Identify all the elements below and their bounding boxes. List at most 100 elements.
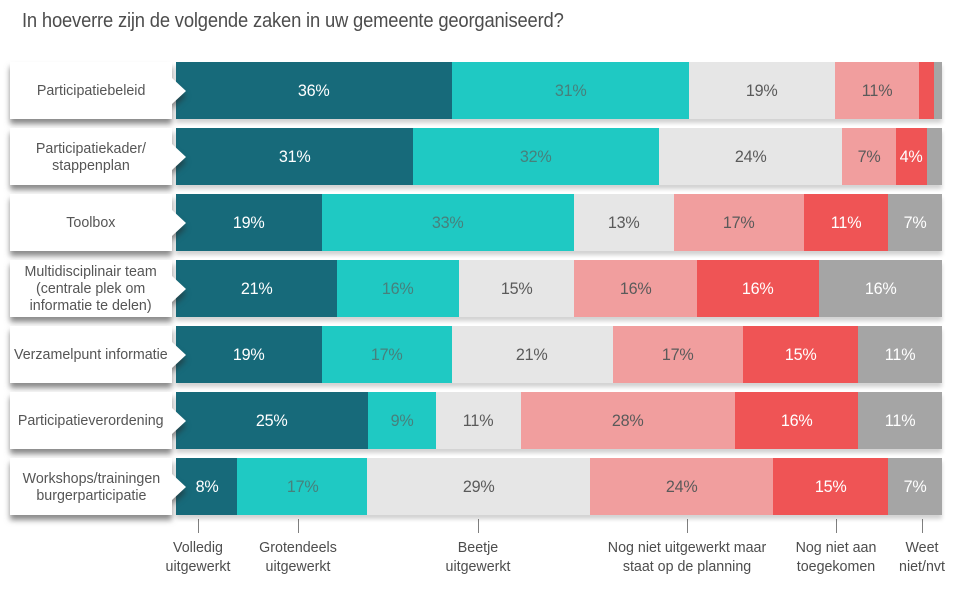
bar-segment: 24% [658, 128, 843, 185]
segment-value-label: 7% [903, 212, 927, 232]
segment-value-label: 16% [742, 278, 774, 298]
bar-row: 21% 16% 15% 16% 16% 16% [176, 260, 942, 317]
row-label: Multidisciplinair team (centrale plek om… [10, 260, 172, 317]
bar-segment [926, 128, 942, 185]
bar-segment: 13% [574, 194, 674, 251]
bar-segment: 16% [735, 392, 858, 449]
bar-segment: 17% [237, 458, 368, 515]
legend-tick [298, 519, 299, 533]
bar-segment: 17% [321, 326, 452, 383]
segment-value-label: 16% [780, 410, 813, 430]
legend-label: Nog niet aan toegekomen [795, 539, 877, 575]
segment-value-label: 16% [619, 278, 652, 298]
bar-segment: 24% [589, 458, 774, 515]
bar-segment: 11% [857, 326, 942, 383]
segment-value-label: 7% [857, 146, 881, 166]
bar-row: 25% 9% 11% 28% 16% 11% [176, 392, 942, 449]
bar-segment: 25% [176, 392, 368, 449]
segment-value-label: 15% [814, 476, 847, 496]
bar-segment: 16% [696, 260, 820, 317]
bar-segment: 21% [176, 260, 337, 317]
segment-value-label: 15% [784, 344, 817, 364]
segment-value-label: 31% [554, 80, 587, 100]
row-label-text: Participatieverordening [18, 412, 164, 429]
segment-value-label: 19% [232, 212, 265, 232]
segment-value-label: 25% [255, 410, 288, 430]
segment-value-label: 21% [240, 278, 273, 298]
bar-segment: 29% [367, 458, 590, 515]
bar-segment [918, 62, 935, 119]
row-label: Participatiebeleid [10, 62, 172, 119]
segment-value-label: 13% [608, 212, 640, 232]
bar-segment: 36% [176, 62, 452, 119]
segment-value-label: 11% [861, 80, 893, 100]
segment-value-label: 7% [903, 476, 927, 496]
row-label: Participatieverordening [10, 392, 172, 449]
bar-segment: 15% [742, 326, 858, 383]
bar-segment: 11% [436, 392, 521, 449]
row-label: Verzamelpunt informatie [10, 326, 172, 383]
bar-segment: 21% [451, 326, 613, 383]
bar-segment: 8% [176, 458, 238, 515]
bar-segment [934, 62, 942, 119]
row-label: Participatiekader/ stappenplan [10, 128, 172, 185]
bar-row: 19% 17% 21% 17% 15% 11% [176, 326, 942, 383]
bar-segment: 11% [804, 194, 889, 251]
legend-label: Beetje uitgewerkt [445, 539, 511, 575]
bar-segment: 16% [336, 260, 460, 317]
segment-value-label: 11% [884, 344, 916, 364]
segment-value-label: 28% [612, 410, 644, 430]
segment-value-label: 17% [370, 344, 403, 364]
legend-tick [836, 519, 837, 533]
row-label-text: Toolbox [66, 214, 116, 231]
segment-value-label: 11% [884, 410, 916, 430]
bar-row: 19% 33% 13% 17% 11% 7% [176, 194, 942, 251]
legend-label: Volledig uitgewerkt [165, 539, 231, 575]
segment-value-label: 17% [286, 476, 319, 496]
segment-value-label: 17% [661, 344, 694, 364]
bar-segment: 16% [819, 260, 942, 317]
bar-segment: 17% [673, 194, 805, 251]
segment-value-label: 36% [297, 80, 330, 100]
bar-row: 8% 17% 29% 24% 15% 7% [176, 458, 942, 515]
row-label-text: Workshops/trainingen burgerparticipatie [22, 469, 160, 504]
segment-value-label: 32% [520, 146, 552, 166]
segment-value-label: 33% [432, 212, 464, 232]
bar-segment: 31% [176, 128, 414, 185]
segment-value-label: 16% [382, 278, 415, 298]
row-label-text: Participatiekader/ stappenplan [35, 139, 147, 174]
segment-value-label: 21% [516, 344, 549, 364]
bar-segment: 7% [888, 458, 942, 515]
row-label-text: Verzamelpunt informatie [14, 346, 168, 363]
segment-value-label: 16% [864, 278, 897, 298]
bar-segment: 4% [896, 128, 927, 185]
legend-tick [478, 519, 479, 533]
bar-segment: 31% [451, 62, 690, 119]
bar-segment: 19% [176, 326, 322, 383]
segment-value-label: 4% [899, 146, 923, 166]
bar-segment: 7% [842, 128, 896, 185]
bar-segment: 7% [888, 194, 942, 251]
bar-segment: 19% [176, 194, 322, 251]
bar-row: 31% 32% 24% 7% 4% [176, 128, 942, 185]
bar-segment: 33% [321, 194, 575, 251]
bar-segment: 9% [367, 392, 437, 449]
legend-tick [687, 519, 688, 533]
segment-value-label: 11% [463, 410, 494, 430]
bar-segment: 17% [612, 326, 743, 383]
bar-segment: 15% [773, 458, 889, 515]
bar-segment: 28% [520, 392, 736, 449]
legend-tick [198, 519, 199, 533]
bar-segment: 16% [574, 260, 697, 317]
segment-value-label: 24% [734, 146, 767, 166]
bar-row: 36% 31% 19% 11% [176, 62, 942, 119]
row-label-text: Multidisciplinair team (centrale plek om… [24, 263, 158, 314]
segment-value-label: 31% [278, 146, 311, 166]
legend-label: Nog niet uitgewerkt maar staat op de pla… [607, 539, 767, 575]
legend-tick [922, 519, 923, 533]
bar-segment: 19% [689, 62, 835, 119]
legend-label: Weet niet/nvt [899, 539, 945, 575]
bar-segment: 32% [413, 128, 659, 185]
segment-value-label: 19% [232, 344, 265, 364]
segment-value-label: 15% [500, 278, 533, 298]
